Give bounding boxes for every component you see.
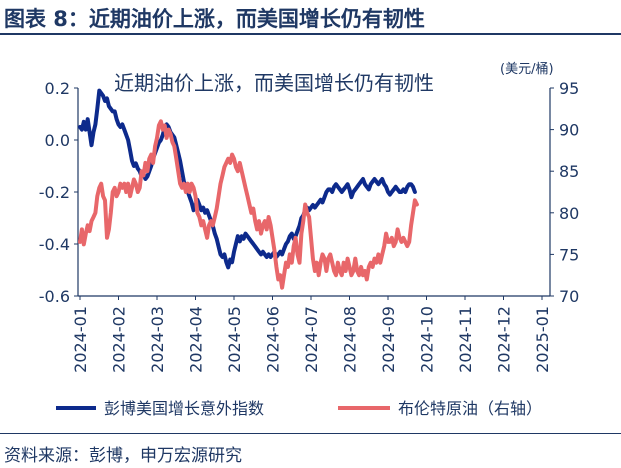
- x-tick-label: 2024-03: [148, 306, 167, 373]
- left-tick-label: -0.4: [39, 235, 70, 254]
- legend: 彭博美国增长意外指数 布伦特原油（右轴）: [56, 399, 542, 418]
- left-tick-label: -0.2: [39, 183, 70, 202]
- header-rule: [0, 33, 621, 35]
- x-tick-label: 2024-08: [341, 306, 360, 373]
- chart: 近期油价上涨，而美国增长仍有韧性 (美元/桶) 0.2 0.0 -0.2 -0.4 -0…: [39, 62, 580, 418]
- x-tick-label: 2025-01: [533, 306, 552, 373]
- x-tick-label: 2024-02: [110, 306, 129, 373]
- right-tick-label: 85: [559, 162, 579, 181]
- growth-surprise-line: [78, 88, 417, 270]
- figure-title: 图表 8：近期油价上涨，而美国增长仍有韧性: [4, 7, 425, 31]
- left-tick-label: 0.0: [45, 131, 70, 150]
- right-tick-label: 80: [559, 204, 579, 223]
- footer-rule: [0, 433, 621, 434]
- x-tick-label: 2024-09: [379, 306, 398, 373]
- x-tick-label: 2024-11: [456, 306, 475, 373]
- legend-brent-oil-label: 布伦特原油（右轴）: [398, 399, 542, 418]
- x-tick-label: 2024-05: [225, 306, 244, 373]
- x-tick-label: 2024-12: [495, 306, 514, 373]
- right-axis-unit: (美元/桶): [500, 62, 554, 77]
- left-tick-label: 0.2: [45, 79, 70, 98]
- right-tick-label: 70: [559, 287, 579, 306]
- x-tick-label: 2024-04: [187, 306, 206, 373]
- x-tick-label: 2024-01: [71, 306, 90, 373]
- left-tick-label: -0.6: [39, 287, 70, 306]
- right-tick-label: 75: [559, 245, 579, 264]
- source-note: 资料来源：彭博，申万宏源研究: [4, 446, 242, 466]
- header: 图表 8：近期油价上涨，而美国增长仍有韧性: [0, 0, 621, 35]
- x-tick-label: 2024-10: [418, 306, 437, 373]
- x-tick-label: 2024-06: [264, 306, 283, 373]
- chart-title: 近期油价上涨，而美国增长仍有韧性: [114, 71, 434, 95]
- right-tick-label: 90: [559, 121, 579, 140]
- legend-growth-surprise-label: 彭博美国增长意外指数: [104, 399, 264, 418]
- x-tick-label: 2024-07: [302, 306, 321, 373]
- series-lines: [78, 88, 419, 290]
- brent-oil-line: [78, 119, 419, 290]
- right-tick-label: 95: [559, 79, 579, 98]
- axes: 0.2 0.0 -0.2 -0.4 -0.6 95 90 85 80 75 70 2024-01 202…: [39, 79, 580, 373]
